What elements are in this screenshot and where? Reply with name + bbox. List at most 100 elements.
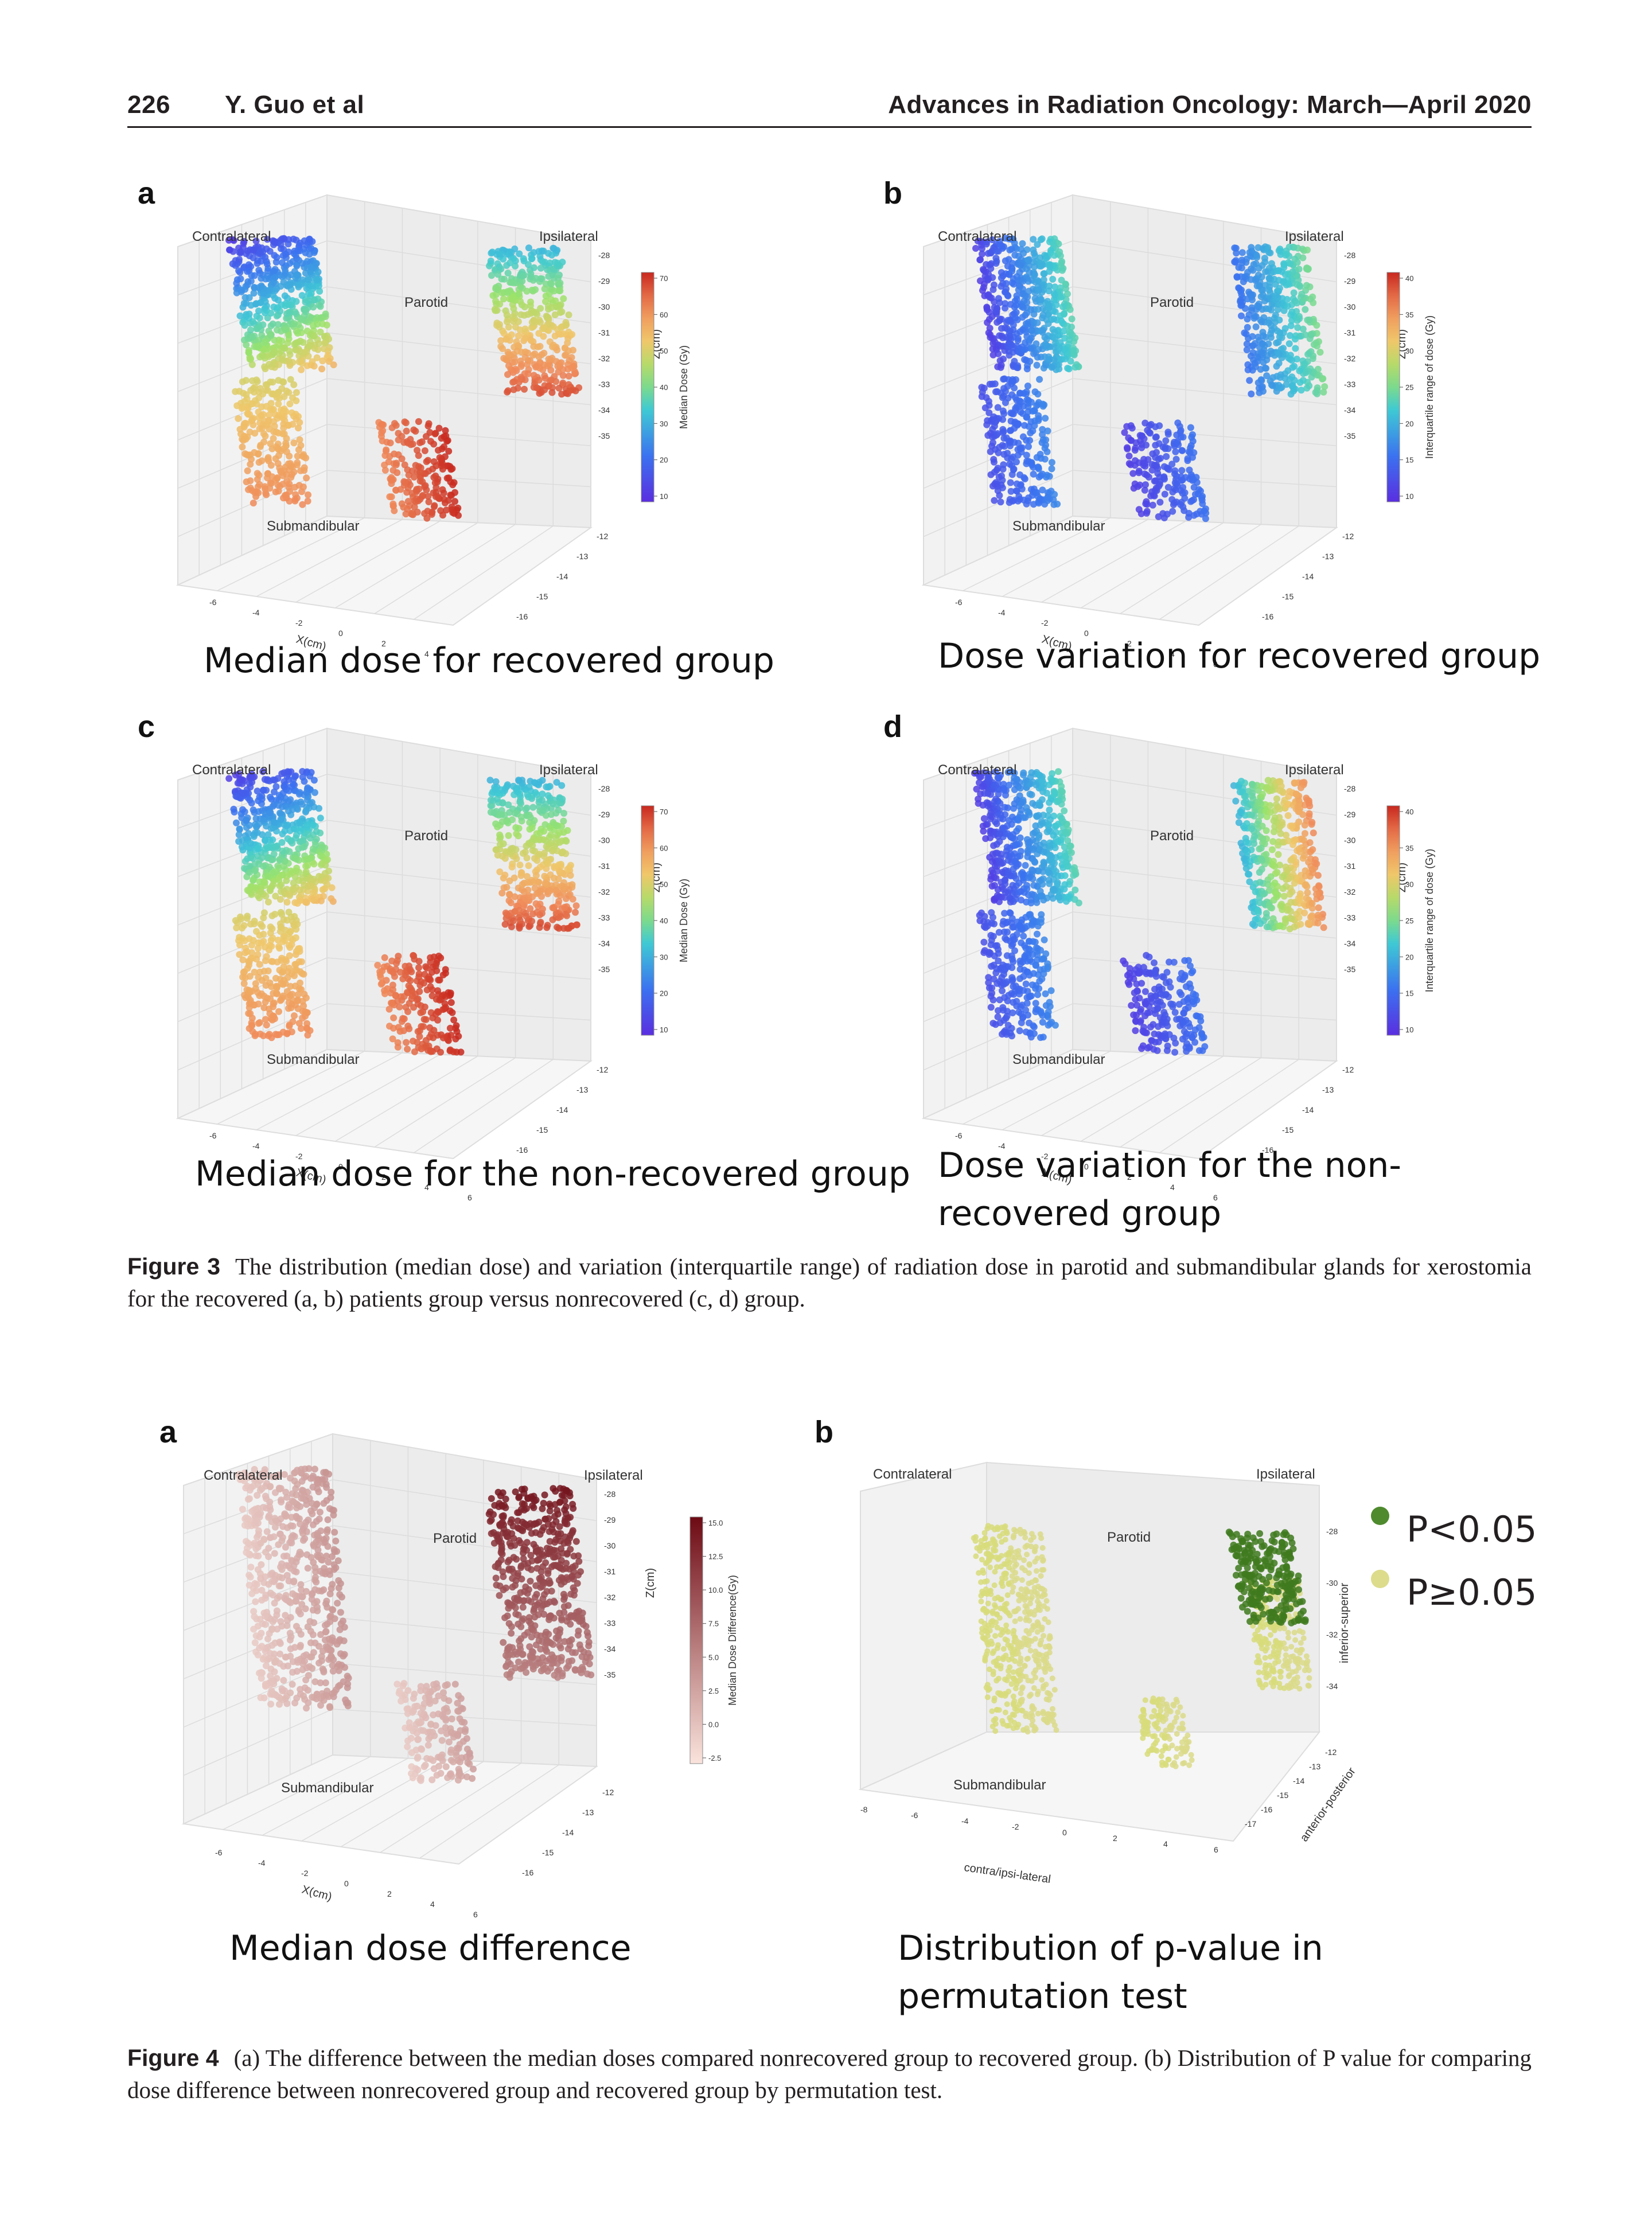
data-point bbox=[389, 467, 397, 474]
data-point bbox=[1017, 408, 1024, 416]
data-point bbox=[994, 465, 1002, 472]
data-point bbox=[1038, 439, 1046, 446]
data-point bbox=[1018, 896, 1025, 904]
colorbar-tick-label: 70 bbox=[660, 808, 668, 816]
data-point bbox=[1156, 498, 1164, 506]
data-point bbox=[1288, 373, 1296, 381]
data-point bbox=[1231, 258, 1238, 266]
data-point bbox=[1268, 326, 1275, 334]
data-point bbox=[1302, 331, 1309, 338]
data-point bbox=[533, 857, 541, 864]
data-point bbox=[492, 786, 498, 793]
data-point bbox=[267, 331, 275, 338]
data-point bbox=[266, 361, 273, 368]
data-point bbox=[1045, 869, 1052, 876]
data-point bbox=[261, 309, 268, 317]
data-point bbox=[1303, 384, 1311, 392]
data-point bbox=[1023, 836, 1031, 843]
data-point bbox=[1235, 284, 1242, 291]
data-point bbox=[1050, 315, 1058, 323]
figure3-panel-d: -28 -29 -30 -31 -32 -33 -34 -35 Z(cm) -12 -13 -14 -1… bbox=[883, 705, 1520, 1202]
data-point bbox=[1267, 334, 1275, 341]
data-point bbox=[995, 295, 1002, 302]
data-point bbox=[267, 794, 274, 801]
data-point bbox=[1008, 341, 1015, 349]
data-point bbox=[299, 768, 306, 775]
data-point bbox=[315, 282, 322, 290]
z-tick-label: -32 bbox=[1344, 354, 1355, 363]
data-point bbox=[281, 857, 289, 865]
data-point bbox=[424, 422, 432, 430]
data-point bbox=[1014, 364, 1022, 372]
data-point bbox=[523, 912, 530, 920]
data-point bbox=[506, 891, 513, 898]
data-point bbox=[1015, 825, 1022, 832]
data-point bbox=[548, 304, 555, 311]
data-point bbox=[499, 800, 506, 807]
colorbar-tick-label: 50 bbox=[660, 347, 668, 356]
y-tick-label: -16 bbox=[1262, 612, 1273, 621]
data-point bbox=[1000, 385, 1007, 392]
data-point bbox=[990, 281, 998, 288]
data-point bbox=[988, 236, 996, 243]
data-point bbox=[1262, 268, 1269, 275]
data-point bbox=[272, 982, 280, 990]
data-point bbox=[535, 889, 542, 896]
data-point bbox=[1296, 379, 1304, 386]
data-point bbox=[266, 863, 273, 871]
data-point bbox=[985, 329, 992, 337]
data-point bbox=[1244, 268, 1251, 276]
data-point bbox=[492, 846, 500, 853]
data-point bbox=[1028, 769, 1035, 777]
data-point bbox=[1037, 327, 1045, 334]
data-point bbox=[562, 319, 570, 326]
data-point bbox=[259, 321, 267, 329]
data-point bbox=[413, 996, 420, 1004]
data-point bbox=[1030, 845, 1037, 852]
data-point bbox=[252, 980, 259, 987]
data-point bbox=[1012, 487, 1020, 494]
data-point bbox=[265, 353, 272, 360]
data-point bbox=[230, 805, 237, 813]
data-point bbox=[1018, 245, 1024, 253]
data-point bbox=[450, 1016, 458, 1024]
data-point bbox=[1125, 453, 1133, 460]
submandibular-points bbox=[375, 418, 462, 522]
data-point bbox=[293, 236, 300, 244]
data-point bbox=[313, 276, 320, 283]
data-point bbox=[1054, 880, 1061, 888]
data-point bbox=[303, 348, 310, 356]
data-point bbox=[308, 883, 315, 890]
data-point bbox=[1020, 814, 1027, 821]
data-point bbox=[1289, 268, 1296, 275]
data-point bbox=[1072, 364, 1079, 371]
data-point bbox=[250, 806, 257, 814]
data-point bbox=[243, 299, 250, 307]
data-point bbox=[565, 347, 572, 354]
z-tick-label: -33 bbox=[1344, 380, 1355, 389]
data-point bbox=[1161, 490, 1168, 498]
data-point bbox=[1003, 280, 1010, 287]
data-point bbox=[309, 878, 316, 885]
ipsilateral-label: Ipsilateral bbox=[539, 762, 598, 778]
data-point bbox=[504, 387, 512, 395]
data-point bbox=[394, 1039, 402, 1046]
data-point bbox=[233, 279, 240, 287]
data-point bbox=[1015, 879, 1023, 887]
data-point bbox=[530, 372, 537, 379]
data-point bbox=[498, 852, 506, 860]
data-point bbox=[1034, 277, 1041, 284]
data-point bbox=[1275, 381, 1283, 389]
data-point bbox=[235, 770, 243, 778]
data-point bbox=[516, 250, 523, 258]
data-point bbox=[273, 475, 280, 482]
data-point bbox=[422, 1043, 430, 1050]
data-point bbox=[313, 354, 321, 361]
data-point bbox=[293, 867, 300, 875]
data-point bbox=[1125, 460, 1133, 467]
data-point bbox=[277, 816, 285, 823]
data-point bbox=[1062, 829, 1069, 836]
data-point bbox=[292, 772, 299, 779]
data-point bbox=[451, 498, 458, 505]
data-point bbox=[1046, 806, 1053, 814]
